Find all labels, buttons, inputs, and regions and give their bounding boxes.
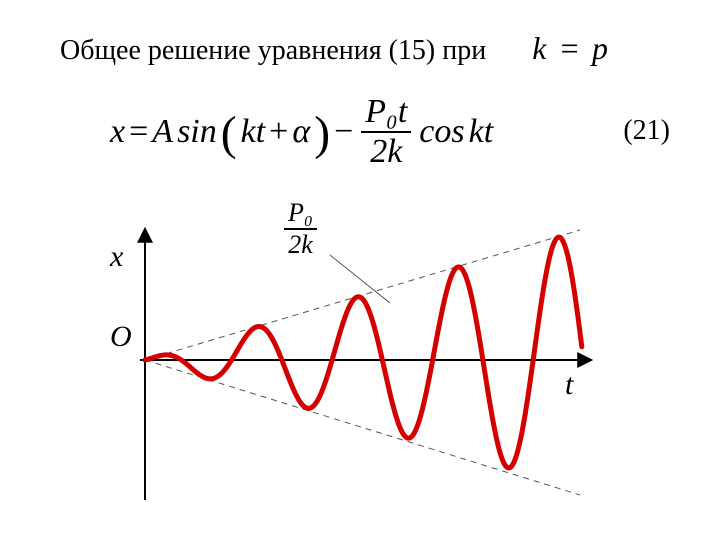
t-axis-label: t	[565, 368, 573, 402]
eq-frac-num: P₀t	[361, 95, 411, 129]
origin-label: O	[110, 320, 132, 354]
eq-alpha: α	[292, 113, 310, 151]
eq-equals: =	[129, 113, 148, 151]
eq-A: A	[152, 113, 173, 151]
slope-frac-den: 2k	[284, 232, 317, 258]
chart-svg	[90, 200, 620, 520]
eq-paren-open: (	[221, 118, 237, 151]
eq-fraction: P₀t 2k	[361, 95, 411, 169]
eq-paren-close: )	[314, 118, 330, 151]
eq-plus: +	[269, 113, 288, 151]
slope-frac-num: P₀	[284, 200, 317, 226]
main-equation: x = A sin ( kt + α ) − P₀t 2k cos kt	[110, 95, 493, 169]
eq-frac-den: 2k	[366, 135, 406, 169]
eq-cos: cos	[419, 113, 464, 151]
eq-sin: sin	[177, 113, 217, 151]
equation-number: (21)	[623, 115, 670, 147]
heading-text: Общее решение уравнения (15) при	[60, 35, 486, 67]
resonance-chart: P₀ 2k x O t	[90, 200, 620, 520]
slope-fraction-label: P₀ 2k	[284, 200, 317, 258]
heading-condition: k = p	[532, 30, 610, 67]
eq-lhs: x	[110, 113, 125, 151]
eq-cos-arg: kt	[469, 113, 494, 151]
y-axis-label: x	[110, 240, 123, 274]
eq-minus: −	[334, 113, 353, 151]
eq-kt: kt	[241, 113, 266, 151]
